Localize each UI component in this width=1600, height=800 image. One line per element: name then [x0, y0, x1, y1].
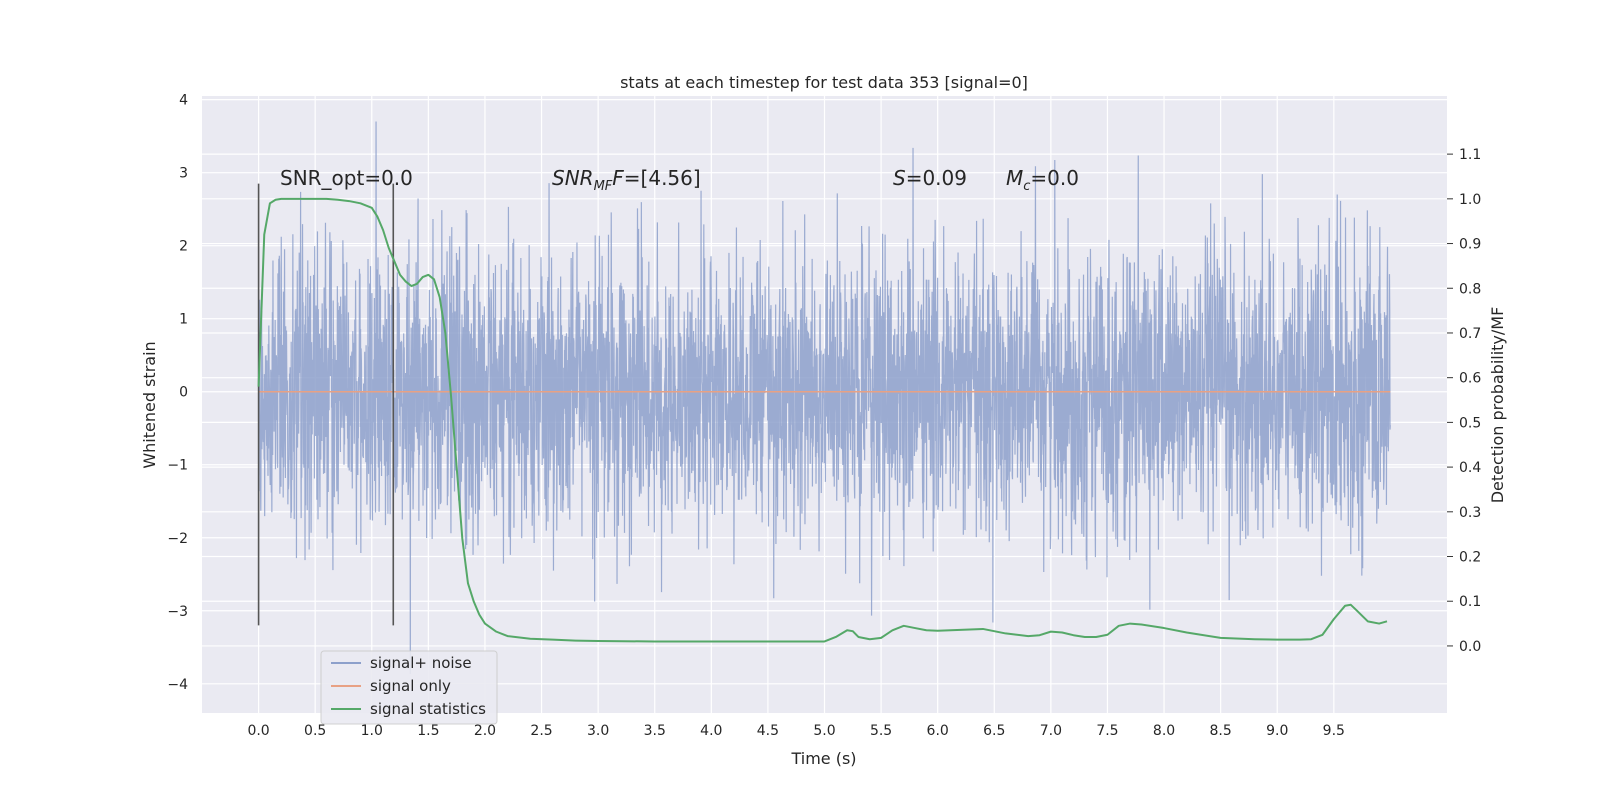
y-tick-label: −1 [167, 458, 188, 474]
y-tick-label: 4 [179, 93, 188, 109]
x-tick-label: 4.5 [757, 723, 779, 739]
legend-label-noise: signal+ noise [370, 654, 472, 672]
x-tick-label: 2.0 [474, 723, 496, 739]
y-axis-ticks: −4 −3 −2 −1 0 1 2 3 4 [167, 93, 188, 693]
y2-tick-label: 0.2 [1459, 550, 1481, 566]
annotation-snr-mf: SNRMFF=[4.56] [552, 166, 701, 194]
x-tick-label: 7.0 [1040, 723, 1062, 739]
x-tick-label: 8.0 [1153, 723, 1175, 739]
legend-label-signal: signal only [370, 677, 451, 695]
legend-label-stats: signal statistics [370, 700, 486, 718]
y2-tick-label: 0.4 [1459, 460, 1481, 476]
x-tick-label: 3.5 [644, 723, 666, 739]
x-tick-label: 1.5 [417, 723, 439, 739]
x-tick-label: 1.0 [361, 723, 383, 739]
y-tick-label: 0 [179, 385, 188, 401]
y2-tick-label: 0.0 [1459, 639, 1481, 655]
y2-tick-label: 0.1 [1459, 594, 1481, 610]
signal-noise-series [257, 121, 1391, 675]
y2-tick-label: 1.1 [1459, 147, 1481, 163]
y-tick-label: 3 [179, 166, 188, 182]
y2-tick-label: 0.3 [1459, 505, 1481, 521]
signal-statistics-series [257, 197, 1388, 643]
y-tick-label: 1 [179, 312, 188, 328]
y2-tick-label: 0.9 [1459, 237, 1481, 253]
chart-title: stats at each timestep for test data 353… [620, 73, 1028, 92]
x-tick-label: 0.0 [247, 723, 269, 739]
y2-tick-label: 0.5 [1459, 415, 1481, 431]
x-axis-label: Time (s) [790, 749, 856, 768]
annotation-mc: Mc=0.0 [1006, 166, 1079, 194]
signal-noise-line [257, 121, 1391, 675]
legend: signal+ noise signal only signal statist… [320, 650, 498, 725]
x-tick-label: 9.5 [1323, 723, 1345, 739]
x-tick-label: 8.5 [1210, 723, 1232, 739]
x-tick-label: 5.5 [870, 723, 892, 739]
legend-box [320, 650, 498, 725]
x-tick-label: 4.0 [700, 723, 722, 739]
x-tick-label: 3.0 [587, 723, 609, 739]
x-tick-label: 5.0 [813, 723, 835, 739]
x-axis-ticks: 0.0 0.5 1.0 1.5 2.0 2.5 3.0 3.5 4.0 4.5 5.0 5.5 6.0 6… [247, 723, 1344, 739]
y-axis-label: Whitened strain [140, 341, 159, 468]
x-tick-label: 2.5 [530, 723, 552, 739]
y2-tick-label: 0.6 [1459, 371, 1481, 387]
y2-axis-ticks: 0.0 0.1 0.2 0.3 0.4 0.5 0.6 0.7 0.8 0.9 1.0 1.1 [1447, 147, 1481, 655]
y-tick-label: −4 [167, 677, 188, 693]
x-tick-label: 6.0 [927, 723, 949, 739]
x-tick-label: 9.0 [1266, 723, 1288, 739]
y2-tick-label: 1.0 [1459, 192, 1481, 208]
signal-statistics-line [257, 197, 1388, 643]
annotation-snr-opt: SNR_opt=0.0 [280, 166, 413, 190]
y2-tick-label: 0.7 [1459, 326, 1481, 342]
y-tick-label: 2 [179, 239, 188, 255]
y2-tick-label: 0.8 [1459, 281, 1481, 297]
y-tick-label: −3 [167, 604, 188, 620]
y2-axis-label: Detection probability/MF [1488, 307, 1507, 504]
x-tick-label: 0.5 [304, 723, 326, 739]
annotation-s: S=0.09 [893, 166, 967, 190]
x-tick-label: 6.5 [983, 723, 1005, 739]
x-tick-label: 7.5 [1096, 723, 1118, 739]
y-tick-label: −2 [167, 531, 188, 547]
